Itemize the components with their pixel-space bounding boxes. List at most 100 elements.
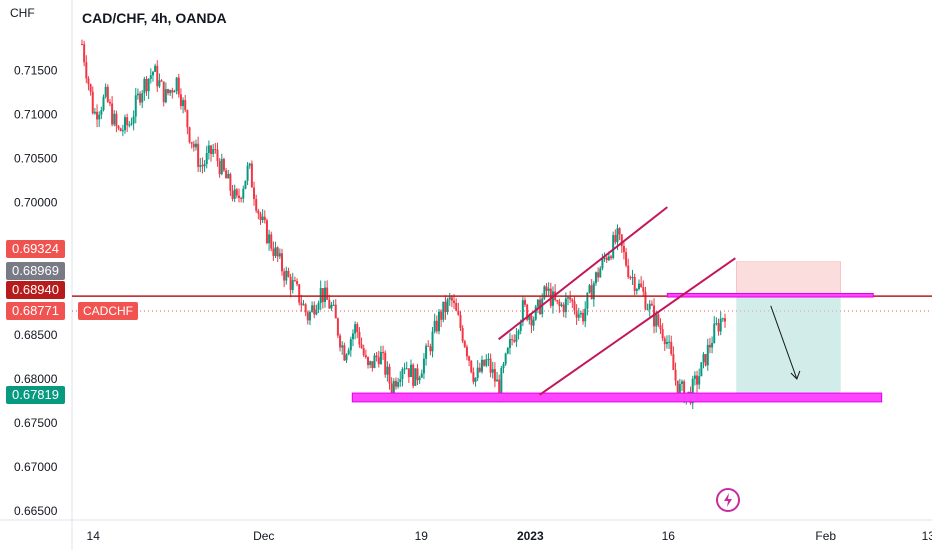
price-badge-alert: 0.69324 [6,240,65,258]
candle-body [375,355,378,358]
candle-body [156,65,159,87]
candle-body [468,356,471,361]
candle-body [410,364,413,378]
candle-body [610,256,613,259]
candle-body [717,323,720,332]
candle-body [235,189,238,196]
candle-body [242,188,245,199]
candle-body [504,353,507,365]
candle-body [407,368,410,378]
x-tick-label: 16 [662,529,676,543]
candle-body [459,314,462,329]
x-tick-label: 14 [87,529,101,543]
candle-body [605,257,608,261]
candle-body [715,323,718,325]
candle-body [536,299,539,307]
candle-body [145,78,148,92]
candle-body [465,346,468,357]
candle-body [672,354,675,370]
candle-body [169,90,172,94]
candle-body [106,86,109,102]
candle-body [332,304,335,306]
candle-body [367,357,370,365]
candle-body [706,344,709,366]
candle-body [308,312,311,321]
candle-body [220,158,223,175]
candle-body [173,91,176,93]
candle-body [151,71,154,76]
candle-body [377,357,380,365]
candle-body [141,93,144,103]
candle-body [526,304,529,320]
candle-body [650,303,653,306]
candle-body [558,301,561,306]
candle-body [113,113,116,125]
candle-body [394,380,397,387]
price-badge-support: 0.67819 [6,386,65,404]
candle-body [237,195,240,198]
candle-body [397,381,400,387]
candle-body [622,245,625,253]
candle-body [704,354,707,366]
candle-body [317,303,320,310]
candle-body [683,381,686,402]
candle-body [289,276,292,290]
candle-body [265,220,268,244]
candle-body [371,361,374,369]
candle-body [556,300,559,302]
candle-body [296,281,299,285]
y-tick-label: 0.71500 [14,64,58,78]
candle-body [588,285,591,293]
candle-body [708,344,711,348]
candle-body [702,354,705,363]
candle-body [631,277,634,279]
candle-body [210,145,213,154]
candle-body [278,253,281,257]
candle-body [117,126,120,129]
candle-body [158,80,161,87]
candle-body [427,345,430,347]
candle-body [134,95,137,117]
candle-body [149,75,152,79]
candle-body [676,380,679,398]
candle-body [599,268,602,278]
candle-body [590,285,593,300]
candle-body [457,310,460,315]
candle-body [179,94,182,106]
candle-body [491,369,494,373]
candle-body [102,96,105,111]
candle-body [659,325,662,330]
candle-body [511,339,514,341]
candle-body [444,301,447,313]
candle-body [263,216,266,221]
candle-body [603,257,606,259]
candle-body [253,187,256,200]
candle-body [678,383,681,398]
candle-body [640,283,643,288]
candle-body [498,379,501,395]
candle-body [577,314,580,318]
candle-body [721,318,724,320]
currency-label: CHF [10,6,35,20]
candle-body [121,130,124,132]
price-badge-last: 0.68771 [6,302,65,320]
candle-body [476,367,479,378]
candle-body [431,331,434,352]
candle-body [139,93,142,103]
candle-body [614,235,617,243]
candle-body [91,91,94,114]
candle-body [629,277,632,279]
candle-body [369,361,372,365]
lightning-icon[interactable] [716,488,740,512]
candle-body [167,89,170,94]
candle-body [528,315,531,320]
candle-body [513,340,516,342]
candle-body [119,128,122,132]
candle-body [132,116,135,124]
candle-body [302,304,305,306]
candle-body [272,248,275,256]
candle-body [655,314,658,327]
candle-body [240,197,243,199]
candle-body [207,145,210,154]
